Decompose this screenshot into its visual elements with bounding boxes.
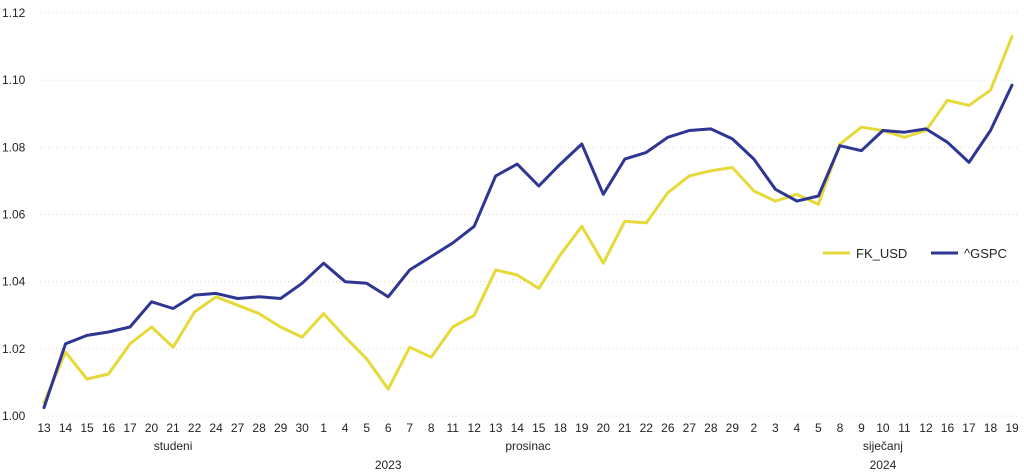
- x-tick-label: 4: [794, 421, 801, 435]
- y-tick-label: 1.12: [2, 6, 26, 20]
- x-tick-label: 11: [898, 421, 911, 435]
- x-tick-label: 14: [59, 421, 73, 435]
- x-tick-label: 16: [941, 421, 955, 435]
- x-tick-label: 12: [468, 421, 482, 435]
- x-tick-label: 20: [597, 421, 611, 435]
- x-tick-label: 26: [661, 421, 675, 435]
- y-tick-label: 1.04: [2, 275, 26, 289]
- y-tick-label: 1.02: [2, 342, 26, 356]
- series-lines: [42, 35, 1014, 410]
- y-tick-label: 1.06: [2, 208, 26, 222]
- month-group-label: studeni: [154, 439, 193, 453]
- x-tick-label: 18: [984, 421, 998, 435]
- x-tick-label: 20: [145, 421, 159, 435]
- x-tick-label: 22: [188, 421, 202, 435]
- x-tick-label: 21: [166, 421, 180, 435]
- x-tick-label: 28: [704, 421, 718, 435]
- x-tick-label: 29: [274, 421, 288, 435]
- x-tick-label: 11: [446, 421, 459, 435]
- y-tick-label: 1.00: [2, 409, 26, 423]
- x-tick-label: 19: [575, 421, 589, 435]
- x-tick-label: 5: [363, 421, 370, 435]
- series-line-1: [42, 83, 1014, 410]
- x-tick-label: 17: [962, 421, 976, 435]
- x-tick-label: 8: [428, 421, 435, 435]
- x-tick-label: 13: [37, 421, 51, 435]
- gridlines: [40, 12, 1018, 417]
- x-tick-label: 22: [640, 421, 654, 435]
- x-tick-label: 24: [209, 421, 223, 435]
- x-tick-label: 13: [489, 421, 503, 435]
- x-tick-label: 9: [858, 421, 865, 435]
- x-tick-label: 19: [1005, 421, 1019, 435]
- x-tick-label: 27: [683, 421, 697, 435]
- x-tick-label: 18: [554, 421, 568, 435]
- legend-label-1: ^GSPC: [964, 246, 1007, 261]
- x-tick-label: 3: [772, 421, 779, 435]
- legend: FK_USD ^GSPC: [823, 246, 1007, 261]
- x-axis-group-labels: studeni prosinac siječanj 2023 2024: [154, 439, 903, 472]
- x-tick-label: 2: [751, 421, 758, 435]
- month-group-label: prosinac: [505, 439, 550, 453]
- y-tick-label: 1.08: [2, 140, 26, 154]
- x-tick-label: 1: [320, 421, 327, 435]
- x-tick-label: 15: [80, 421, 94, 435]
- x-tick-label: 28: [252, 421, 266, 435]
- x-tick-label: 29: [726, 421, 740, 435]
- x-tick-label: 14: [511, 421, 525, 435]
- series-line-0: [42, 35, 1014, 405]
- x-tick-label: 15: [532, 421, 546, 435]
- x-tick-label: 10: [876, 421, 890, 435]
- x-tick-label: 21: [618, 421, 632, 435]
- x-tick-label: 4: [342, 421, 349, 435]
- x-tick-label: 17: [123, 421, 137, 435]
- year-group-label: 2023: [375, 458, 402, 472]
- x-axis-tick-labels: 13 14 15 16 17 20 21 22 24 27 28 29 30 1 4 5 6 7 8 11 12 13 14…: [37, 421, 1019, 435]
- x-tick-label: 7: [406, 421, 413, 435]
- x-tick-label: 16: [102, 421, 116, 435]
- x-tick-label: 6: [385, 421, 392, 435]
- month-group-label: siječanj: [863, 439, 903, 453]
- legend-label-0: FK_USD: [856, 246, 907, 261]
- y-tick-label: 1.10: [2, 73, 26, 87]
- x-tick-label: 5: [815, 421, 822, 435]
- year-group-label: 2024: [870, 458, 897, 472]
- x-tick-label: 30: [295, 421, 309, 435]
- x-tick-label: 27: [231, 421, 245, 435]
- x-tick-label: 8: [837, 421, 844, 435]
- y-axis-tick-labels: 1.00 1.02 1.04 1.06 1.08 1.10 1.12: [2, 6, 26, 423]
- x-tick-label: 12: [919, 421, 933, 435]
